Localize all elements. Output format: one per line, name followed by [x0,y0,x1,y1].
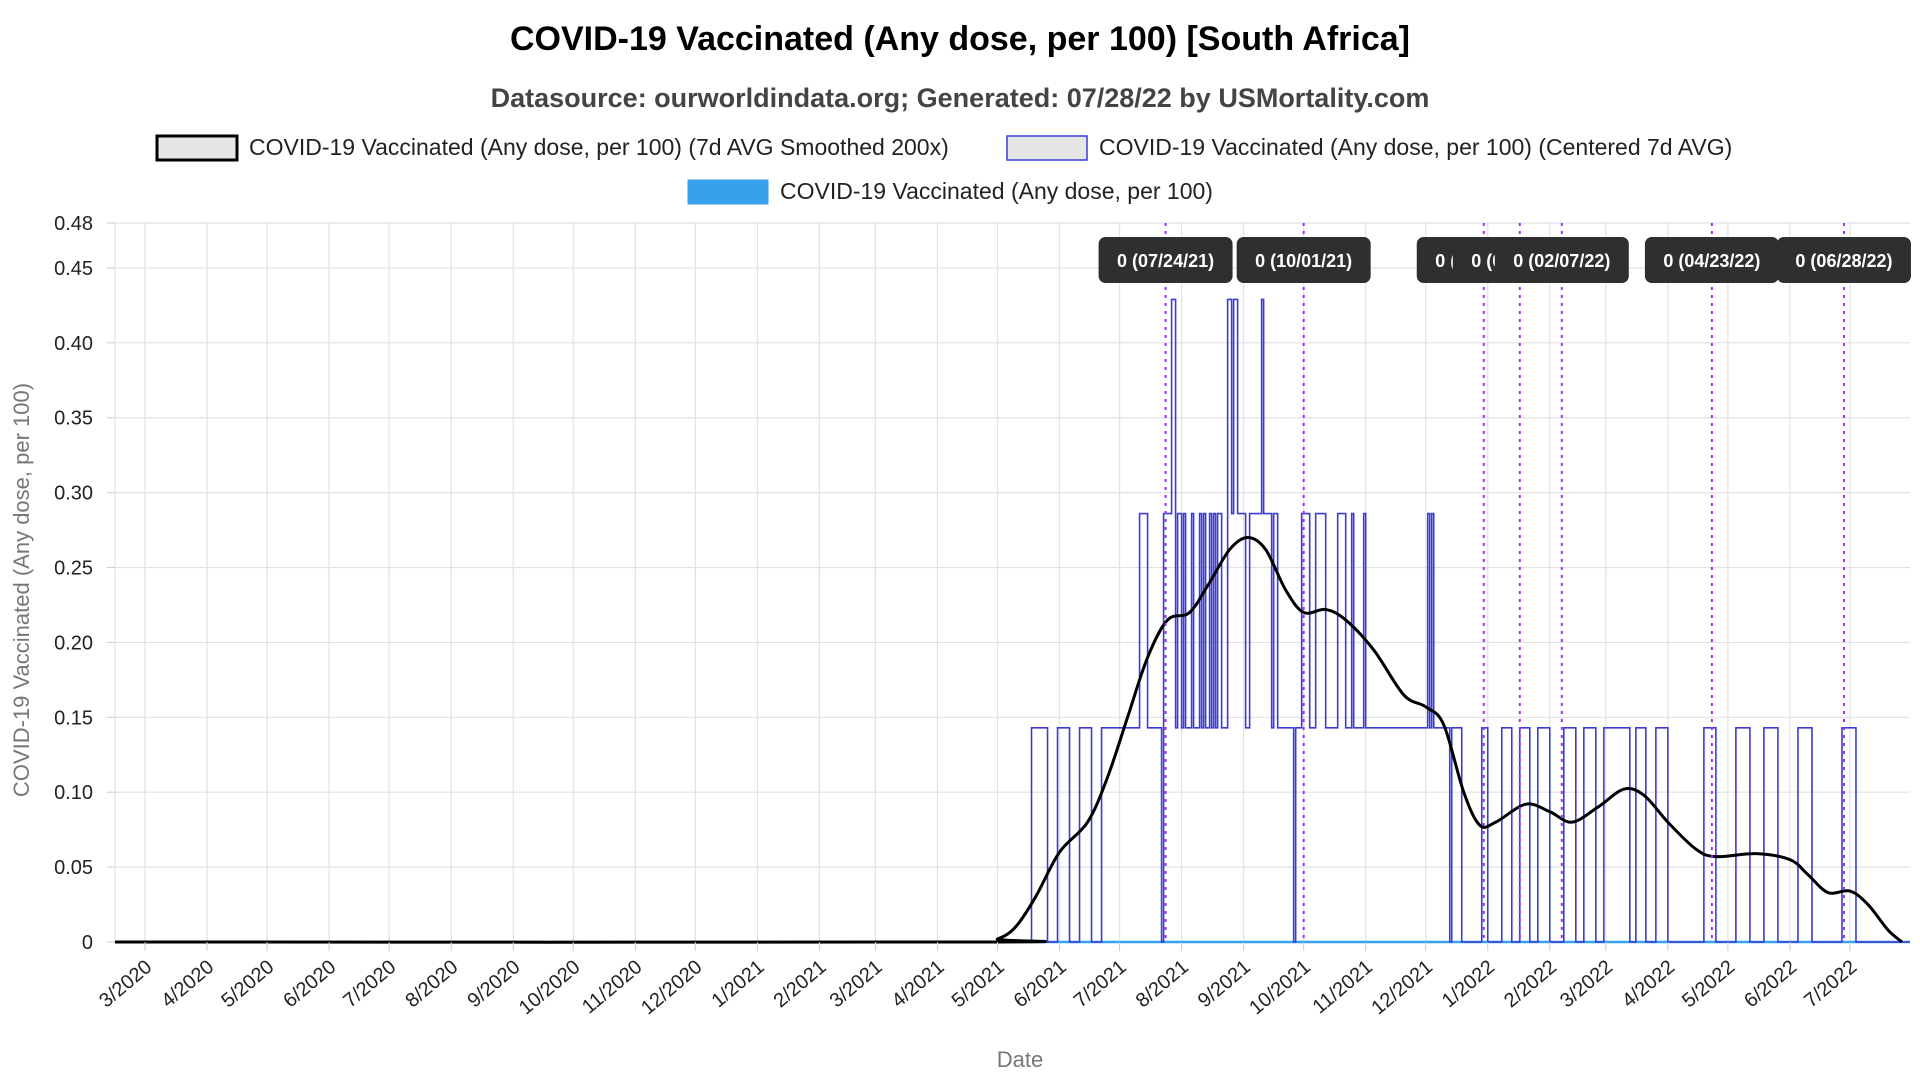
y-tick-label: 0.05 [54,857,93,879]
event-label[interactable]: 0 (07/24/21) [1098,237,1233,283]
chart-subtitle: Datasource: ourworldindata.org; Generate… [491,83,1430,113]
x-tick-label: 4/2021 [888,956,949,1012]
x-tick-label: 10/2020 [515,956,585,1019]
x-tick-label: 7/2020 [339,956,400,1012]
event-label[interactable]: 0 (10/01/21) [1236,237,1371,283]
y-tick-label: 0.40 [54,333,93,355]
x-tick-label: 11/2021 [1309,956,1377,1018]
x-tick-label: 1/2021 [708,956,769,1012]
x-tick-label: 12/2021 [1367,956,1437,1019]
series-centered-7d-avg-line [115,298,1910,943]
y-tick-label: 0.25 [54,558,93,580]
x-tick-label: 10/2021 [1245,956,1315,1019]
x-tick-label: 4/2022 [1618,956,1679,1012]
y-axis-title: COVID-19 Vaccinated (Any dose, per 100) [9,383,34,797]
x-tick-label: 2/2021 [770,956,831,1012]
y-tick-label: 0.15 [54,707,93,729]
x-tick-label: 12/2020 [637,956,707,1019]
event-label[interactable]: 0 (02/07/22) [1494,237,1629,283]
y-tick-label: 0.30 [54,483,93,505]
x-tick-label: 7/2022 [1800,956,1861,1012]
x-axis: 3/2020 4/2020 5/2020 6/2020 7/2020 8/2020 9/20… [95,942,1861,1019]
event-label-text: 0 (10/01/21) [1255,251,1352,271]
x-tick-label: 3/2022 [1556,956,1617,1012]
y-axis: 0 0.05 0.10 0.15 0.20 0.25 0.30 0.35 0.40 0.45 0.4… [54,213,115,954]
event-labels: 0 (07/24/21)0 (10/01/21)0 (12/30/21)0 (0… [1098,237,1911,283]
series-layer [114,298,1910,944]
event-label-box[interactable] [1644,237,1779,283]
event-label-text: 0 (06/28/22) [1795,251,1892,271]
x-tick-label: 5/2021 [948,956,1009,1012]
legend-swatch-1[interactable] [155,134,239,162]
y-tick-label: 0.20 [54,632,93,654]
x-tick-label: 3/2021 [826,956,887,1012]
x-tick-label: 5/2022 [1678,956,1739,1012]
legend-swatch-3[interactable] [687,179,769,205]
x-tick-label: 6/2020 [279,956,340,1012]
y-tick-label: 0.10 [54,782,93,804]
event-label-text: 0 (07/24/21) [1117,251,1214,271]
chart-title: COVID-19 Vaccinated (Any dose, per 100) … [510,20,1410,58]
event-label-text: 0 (02/07/22) [1513,251,1610,271]
grid [114,222,1910,943]
x-tick-label: 8/2020 [401,956,462,1012]
x-tick-label: 8/2021 [1132,956,1193,1012]
y-tick-label: 0.45 [54,258,93,280]
event-label[interactable]: 0 (06/28/22) [1776,237,1911,283]
series-smoothed-line [114,536,1903,944]
legend: COVID-19 Vaccinated (Any dose, per 100) … [155,134,1732,205]
x-tick-label: 3/2020 [95,956,156,1012]
x-tick-label: 5/2020 [217,956,278,1012]
legend-swatch-2[interactable] [1006,135,1088,161]
x-tick-label: 6/2022 [1740,956,1801,1012]
event-label-text: 0 (04/23/22) [1663,251,1760,271]
y-tick-label: 0.35 [54,408,93,430]
y-tick-label: 0 [82,932,93,954]
legend-label-2[interactable]: COVID-19 Vaccinated (Any dose, per 100) … [1099,134,1732,160]
x-tick-label: 11/2020 [578,956,646,1018]
event-label[interactable]: 0 (04/23/22) [1644,237,1779,283]
event-label-box[interactable] [1776,237,1911,283]
event-label-box[interactable] [1098,237,1233,283]
x-tick-label: 7/2021 [1070,956,1131,1012]
x-tick-label: 4/2020 [157,956,218,1012]
legend-label-1[interactable]: COVID-19 Vaccinated (Any dose, per 100) … [249,134,949,160]
x-tick-label: 1/2022 [1438,956,1499,1012]
y-tick-label: 0.48 [54,213,93,235]
x-axis-title: Date [997,1047,1043,1072]
event-lines [1164,223,1845,942]
legend-label-3[interactable]: COVID-19 Vaccinated (Any dose, per 100) [780,178,1213,204]
event-label-box[interactable] [1236,237,1371,283]
event-label-box[interactable] [1494,237,1629,283]
x-tick-label: 6/2021 [1010,956,1071,1012]
x-tick-label: 2/2022 [1500,956,1561,1012]
